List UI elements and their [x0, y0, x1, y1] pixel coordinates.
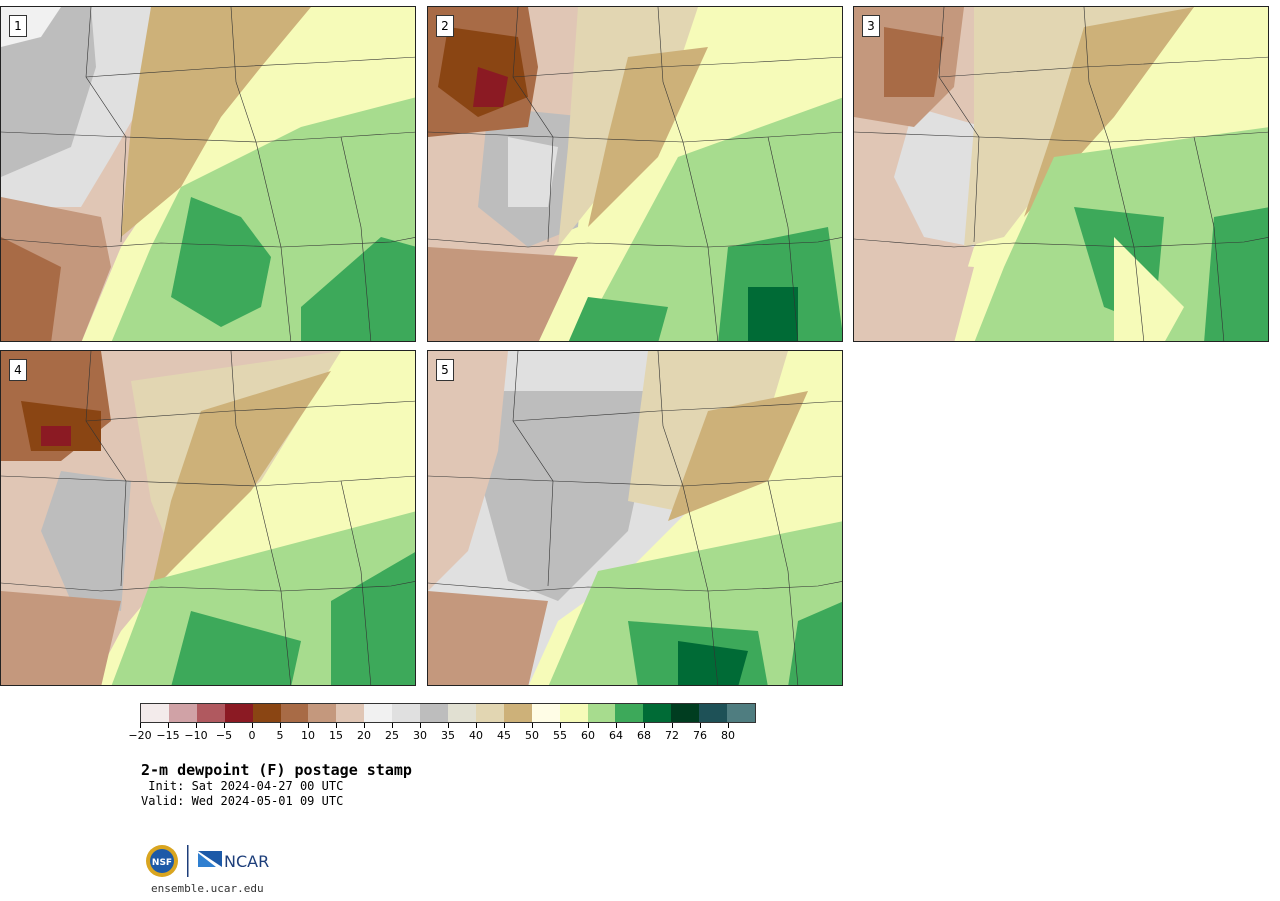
colorbar-tick-label: 50: [525, 729, 539, 742]
dewpoint-map-2: [428, 7, 842, 341]
colorbar-tick-label: 64: [609, 729, 623, 742]
colorbar-swatch: [168, 704, 197, 722]
panel-number-label: 1: [9, 15, 27, 37]
map-panel-2[interactable]: 2: [427, 6, 843, 342]
logo-block: NSF NCAR: [144, 843, 274, 879]
colorbar-tick-label: 80: [721, 729, 735, 742]
colorbar-tick-label: 45: [497, 729, 511, 742]
colorbar-tick-label: 60: [581, 729, 595, 742]
colorbar-swatch: [280, 704, 309, 722]
colorbar-tick-label: 30: [413, 729, 427, 742]
colorbar-tick: [140, 723, 141, 728]
colorbar-tick-label: 35: [441, 729, 455, 742]
colorbar-tick-label: −5: [215, 729, 233, 742]
colorbar-swatch: [252, 704, 281, 722]
plot-title: 2-m dewpoint (F) postage stamp: [141, 761, 412, 779]
colorbar-swatch: [141, 704, 169, 722]
dewpoint-map-3: [854, 7, 1268, 341]
colorbar-tick-label: 25: [385, 729, 399, 742]
ncar-logo-text: NCAR: [224, 852, 269, 871]
colorbar-swatch: [447, 704, 476, 722]
map-panel-4[interactable]: 4: [0, 350, 416, 686]
colorbar-tick-label: 10: [301, 729, 315, 742]
colorbar-swatch: [699, 704, 728, 722]
colorbar-tick-label: 15: [329, 729, 343, 742]
colorbar-tick-label: 68: [637, 729, 651, 742]
colorbar-tick: [644, 723, 645, 728]
colorbar-tick: [336, 723, 337, 728]
colorbar-tick: [224, 723, 225, 728]
colorbar-swatch: [615, 704, 644, 722]
colorbar-swatch: [420, 704, 448, 722]
colorbar-tick: [672, 723, 673, 728]
colorbar-swatch: [364, 704, 393, 722]
dewpoint-map-5: [428, 351, 842, 685]
colorbar-tick: [728, 723, 729, 728]
colorbar-tick-label: 40: [469, 729, 483, 742]
nsf-ncar-logo: NSF NCAR: [146, 845, 269, 877]
colorbar-tick: [280, 723, 281, 728]
colorbar-swatch: [224, 704, 253, 722]
panel-number-label: 5: [436, 359, 454, 381]
colorbar-tick: [560, 723, 561, 728]
colorbar-tick: [616, 723, 617, 728]
colorbar-tick: [420, 723, 421, 728]
colorbar-tick: [448, 723, 449, 728]
panel-number-label: 2: [436, 15, 454, 37]
website-url[interactable]: ensemble.ucar.edu: [151, 882, 264, 895]
colorbar-tick-label: −20: [128, 729, 152, 742]
colorbar-tick: [476, 723, 477, 728]
colorbar-tick-label: 72: [665, 729, 679, 742]
colorbar-tick-label: 76: [693, 729, 707, 742]
colorbar-tick-label: 20: [357, 729, 371, 742]
colorbar-tick: [168, 723, 169, 728]
nsf-logo-text: NSF: [152, 858, 172, 868]
colorbar-tick: [504, 723, 505, 728]
colorbar-tick-label: −10: [184, 729, 208, 742]
colorbar-swatch: [727, 704, 755, 722]
dewpoint-map-4: [1, 351, 415, 685]
map-panel-5[interactable]: 5: [427, 350, 843, 686]
colorbar-tick: [700, 723, 701, 728]
map-panel-1[interactable]: 1: [0, 6, 416, 342]
dewpoint-map-1: [1, 7, 415, 341]
colorbar-tick: [252, 723, 253, 728]
colorbar-tick-label: 5: [276, 729, 284, 742]
colorbar-swatch: [308, 704, 337, 722]
colorbar-tick-label: 55: [553, 729, 567, 742]
colorbar-tick: [532, 723, 533, 728]
colorbar-tick: [308, 723, 309, 728]
colorbar-swatch: [503, 704, 532, 722]
colorbar-swatch: [196, 704, 225, 722]
colorbar-swatch: [475, 704, 504, 722]
colorbar-tick: [364, 723, 365, 728]
colorbar-swatch: [531, 704, 560, 722]
colorbar-tick-label: −15: [156, 729, 180, 742]
colorbar-swatch: [559, 704, 588, 722]
colorbar-swatch: [671, 704, 700, 722]
colorbar-swatch: [587, 704, 616, 722]
colorbar-tick: [196, 723, 197, 728]
colorbar: [140, 703, 756, 723]
panel-number-label: 3: [862, 15, 880, 37]
colorbar-tick: [588, 723, 589, 728]
colorbar-tick: [392, 723, 393, 728]
colorbar-swatch: [336, 704, 365, 722]
init-time: Init: Sat 2024-04-27 00 UTC: [141, 779, 344, 793]
valid-time: Valid: Wed 2024-05-01 09 UTC: [141, 794, 344, 808]
colorbar-tick-label: 0: [248, 729, 256, 742]
map-panel-3[interactable]: 3: [853, 6, 1269, 342]
colorbar-swatch: [643, 704, 672, 722]
colorbar-swatch: [392, 704, 421, 722]
panel-number-label: 4: [9, 359, 27, 381]
